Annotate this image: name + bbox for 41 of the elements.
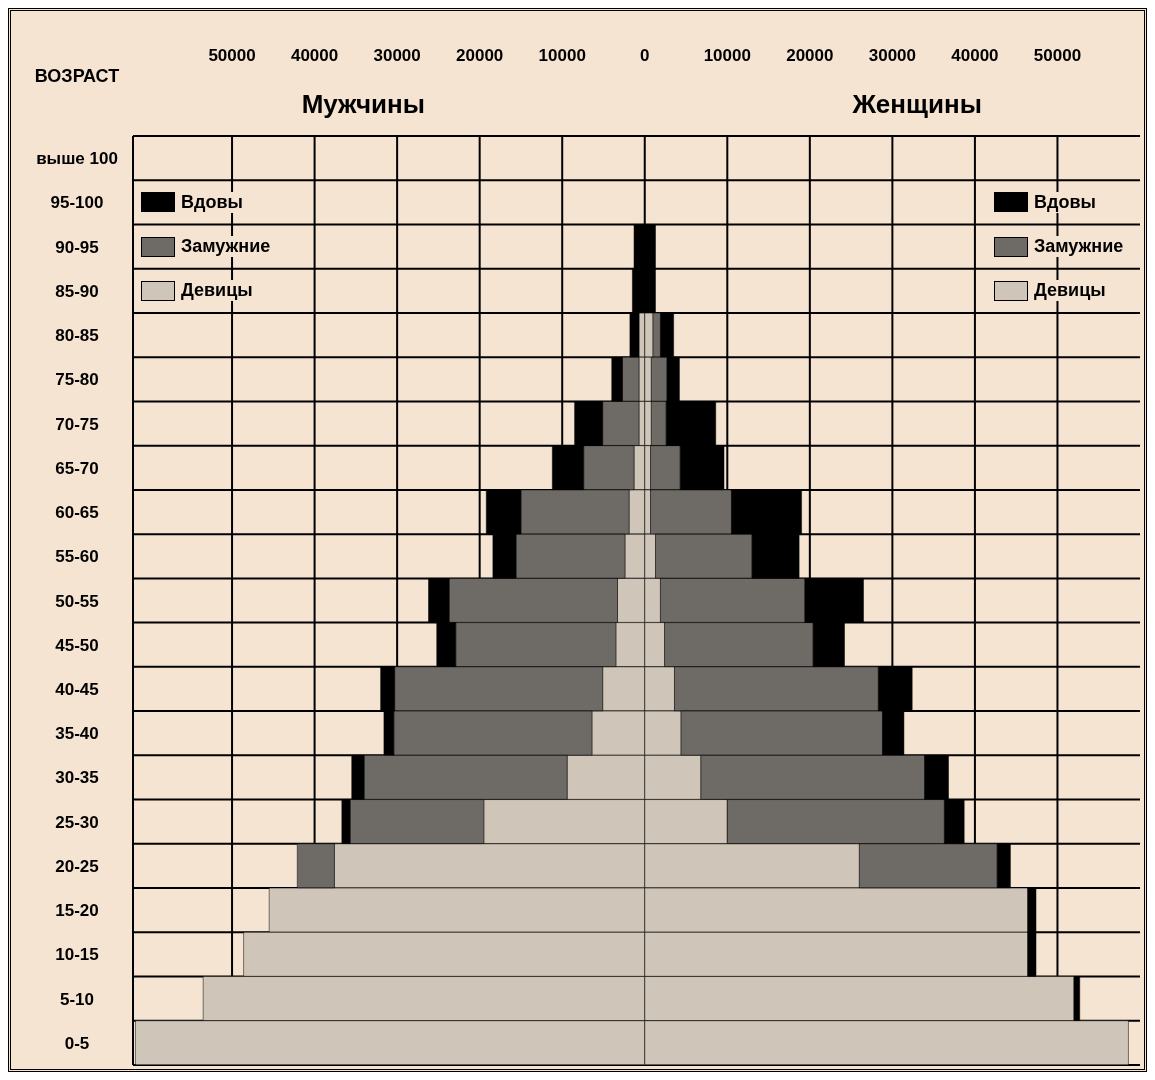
legend-label: Замужние xyxy=(1034,236,1134,258)
y-tick-label: выше 100 xyxy=(36,149,118,169)
y-tick-label: 10-15 xyxy=(55,945,99,965)
y-tick-label: 45-50 xyxy=(55,635,99,655)
y-tick-label: 95-100 xyxy=(50,193,104,213)
x-tick-label: 30000 xyxy=(373,46,421,65)
y-tick-label: 30-35 xyxy=(55,768,99,788)
x-tick-label: 40000 xyxy=(951,46,999,65)
y-tick-label: 85-90 xyxy=(55,281,99,301)
x-tick-label: 10000 xyxy=(538,46,586,65)
x-tick-label: 10000 xyxy=(703,46,751,65)
x-tick-label: 30000 xyxy=(868,46,917,65)
x-tick-label: 50000 xyxy=(208,46,256,65)
x-tick-label: 20000 xyxy=(786,46,834,65)
legend-label: Девицы xyxy=(181,280,253,302)
y-tick-label: 90-95 xyxy=(55,237,99,257)
y-tick-label: 5-10 xyxy=(59,989,95,1009)
legend-label: Замужние xyxy=(181,236,271,258)
y-tick-label: 65-70 xyxy=(55,458,99,478)
y-tick-label: 25-30 xyxy=(55,812,99,832)
text: Женщины xyxy=(851,89,983,119)
y-tick-label: 80-85 xyxy=(55,326,99,346)
y-tick-label: 55-60 xyxy=(55,547,99,567)
legend-label: Вдовы xyxy=(181,191,243,213)
y-tick-label: 35-40 xyxy=(55,724,99,744)
text: Мужчины xyxy=(300,89,426,119)
y-tick-label: 15-20 xyxy=(55,901,99,921)
x-tick-label: 0 xyxy=(640,46,650,65)
legend-label: Девицы xyxy=(1034,280,1134,302)
x-tick-label: 20000 xyxy=(456,46,504,65)
y-tick-label: 50-55 xyxy=(55,591,99,611)
y-tick-label: 0-5 xyxy=(64,1033,90,1053)
legend-label: Вдовы xyxy=(1034,191,1134,213)
y-axis-title: ВОЗРАСТ xyxy=(33,66,121,87)
y-tick-label: 70-75 xyxy=(55,414,99,434)
y-tick-label: 20-25 xyxy=(55,856,99,876)
x-tick-label: 40000 xyxy=(290,46,339,65)
x-tick-label: 50000 xyxy=(1033,46,1082,65)
y-tick-label: 40-45 xyxy=(55,679,99,699)
y-tick-label: 75-80 xyxy=(55,370,99,390)
y-tick-label: 60-65 xyxy=(55,503,99,523)
